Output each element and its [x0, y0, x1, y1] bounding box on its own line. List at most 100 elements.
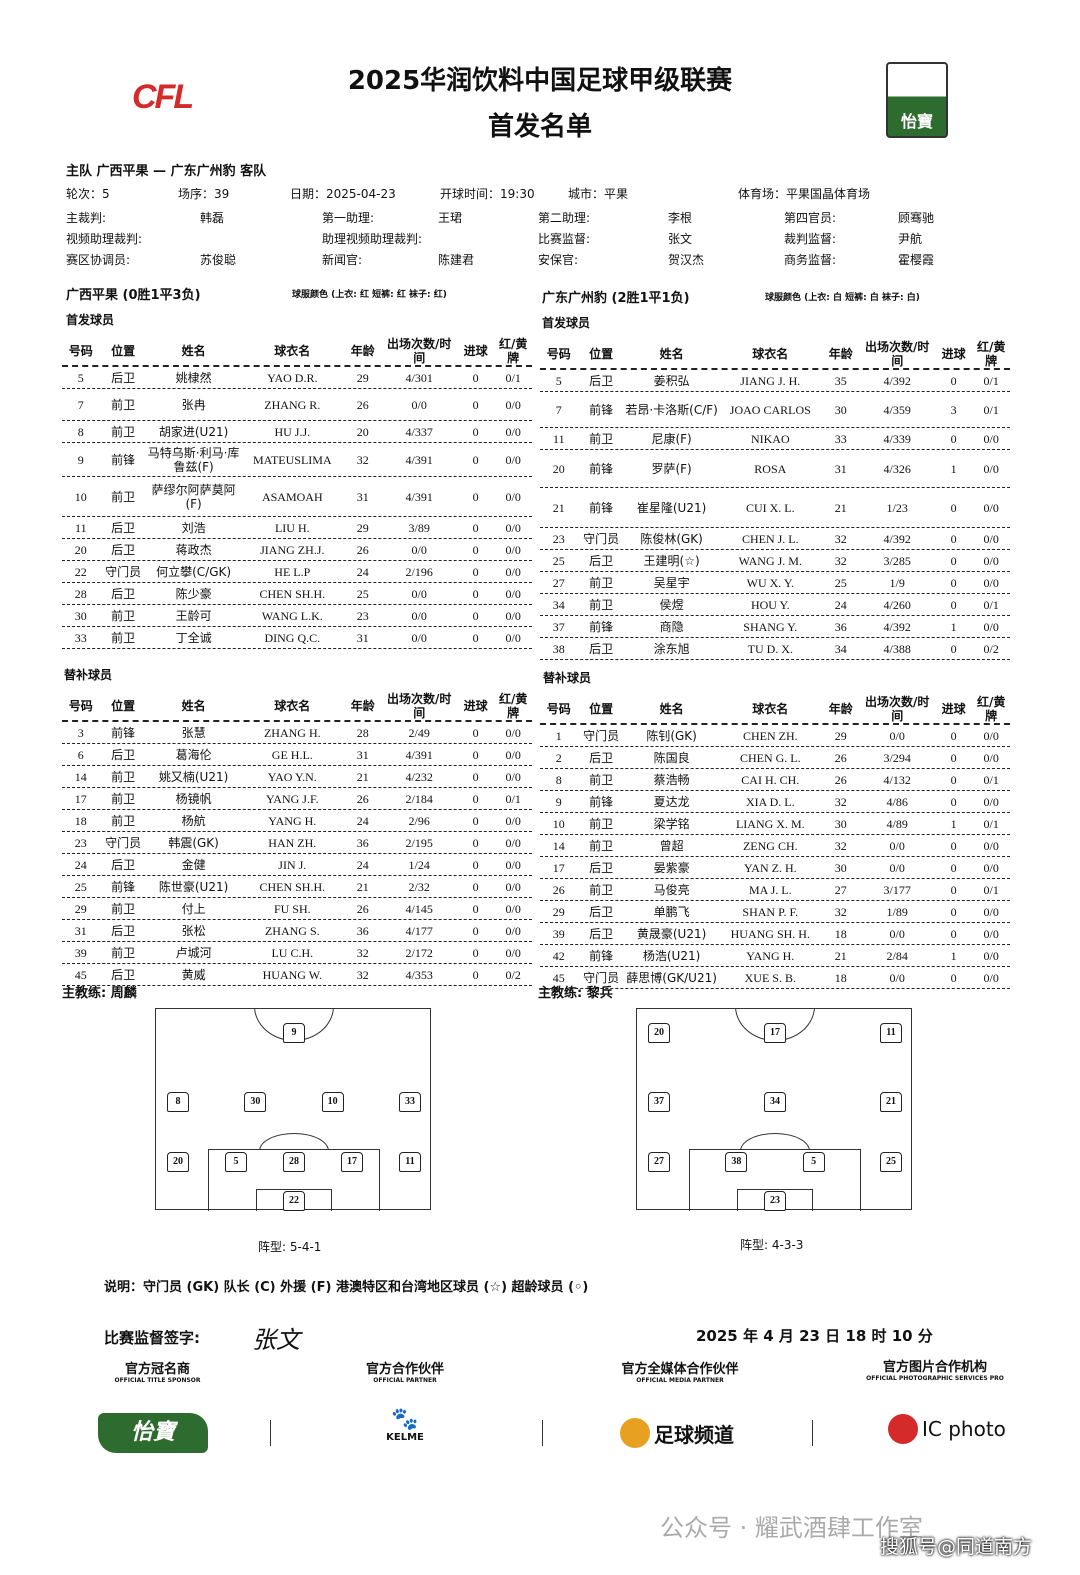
player-row: 3 前锋 张慧 ZHANG H. 28 2/49 0 0/0	[62, 722, 532, 744]
column-header-name: 姓名	[659, 347, 684, 361]
league-title: 2025华润饮料中国足球甲级联赛	[347, 66, 733, 96]
cell-position: 前锋	[111, 452, 136, 467]
cell-cards: 0/1	[983, 772, 999, 787]
table-header: 号码 位置 姓名 球衣名 年龄 出场次数/时间 进球 红/黄牌	[540, 695, 1010, 725]
home-coach: 主教练: 周麟	[62, 986, 137, 1001]
cell-goals: 0	[472, 564, 479, 579]
cell-position: 守门员	[583, 970, 620, 985]
away-formation-pitch: 20 17 11 37 34 21 27 38 5 25 23	[636, 1008, 912, 1211]
official-role: 比赛监督:	[538, 232, 591, 246]
cell-position: 前锋	[589, 619, 614, 634]
cell-name: 陈俊林(GK)	[640, 531, 703, 546]
cell-position: 后卫	[111, 923, 136, 938]
player-row: 11 前卫 尼康(F) NIKAO 33 4/339 0 0/0	[540, 428, 1010, 450]
cell-appearances: 2/32	[408, 879, 430, 894]
cell-cards: 0/0	[983, 461, 999, 476]
cell-age: 26	[356, 791, 369, 806]
cell-appearances: 4/392	[883, 373, 911, 388]
jersey-icon: 22	[283, 1191, 305, 1211]
cell-goals: 0	[950, 500, 957, 515]
cell-position: 后卫	[589, 641, 614, 656]
column-header-shirt-name: 球衣名	[274, 699, 311, 713]
football-channel-text: 足球频道	[654, 1422, 734, 1447]
cell-number: 23	[74, 835, 87, 850]
cell-appearances: 4/337	[405, 424, 433, 439]
cell-position: 后卫	[111, 370, 136, 385]
player-row: 9 前锋 马特乌斯·利马·库鲁兹(F) MATEUSLIMA 32 4/391 0 0/0	[62, 443, 532, 477]
cell-cards: 0/1	[983, 882, 999, 897]
player-row: 14 前卫 曾超 ZENG CH. 32 0/0 0 0/0	[540, 835, 1010, 857]
cell-age: 31	[356, 630, 369, 645]
cell-goals: 0	[472, 489, 479, 504]
cell-name: 吴星宇	[653, 575, 690, 590]
jersey-icon: 17	[764, 1023, 786, 1043]
cell-goals: 0	[950, 904, 957, 919]
column-header-name: 姓名	[181, 344, 206, 358]
cell-name: 薛思博(GK/U21)	[626, 970, 717, 985]
cell-cards: 0/0	[983, 553, 999, 568]
column-header-cards: 红/黄牌	[498, 692, 528, 720]
cell-name: 杨浩(U21)	[642, 948, 701, 963]
cell-age: 32	[834, 553, 847, 568]
cell-shirt-name: GE H.L.	[271, 747, 313, 762]
player-row: 11 后卫 刘浩 LIU H. 29 3/89 0 0/0	[62, 517, 532, 539]
jersey-icon: 33	[399, 1092, 421, 1112]
cell-name: 侯煜	[659, 597, 684, 612]
cell-goals: 0	[950, 838, 957, 853]
home-formation: 阵型: 5-4-1	[258, 1240, 322, 1254]
cell-age: 24	[356, 564, 369, 579]
official-name: 王珺	[438, 211, 463, 225]
cell-goals: 0	[472, 542, 479, 557]
cell-position: 后卫	[111, 857, 136, 872]
cell-position: 守门员	[105, 835, 142, 850]
jersey-icon: 37	[648, 1092, 670, 1112]
cell-position: 后卫	[111, 967, 136, 982]
ic-icon	[888, 1414, 918, 1444]
cell-cards: 0/0	[505, 945, 521, 960]
jersey-icon: 38	[725, 1152, 748, 1172]
cell-age: 32	[834, 838, 847, 853]
cell-age: 29	[834, 728, 847, 743]
cell-age: 27	[834, 882, 847, 897]
ftv-icon	[620, 1418, 650, 1448]
cell-number: 8	[555, 772, 562, 787]
cell-age: 31	[356, 747, 369, 762]
cell-number: 7	[77, 397, 84, 412]
cell-age: 30	[834, 860, 847, 875]
home-subs-table: 号码 位置 姓名 球衣名 年龄 出场次数/时间 进球 红/黄牌 3 前锋 张慧 ZHANG H. 28 2…	[62, 692, 532, 986]
cell-cards: 0/0	[983, 500, 999, 515]
cell-cards: 0/0	[505, 835, 521, 850]
player-row: 28 后卫 陈少豪 CHEN SH.H. 25 0/0 0 0/0	[62, 583, 532, 605]
cell-shirt-name: TU D. X.	[747, 641, 793, 656]
column-header-age: 年龄	[350, 344, 375, 358]
cell-number: 14	[74, 769, 87, 784]
cell-number: 38	[552, 641, 565, 656]
cell-position: 后卫	[111, 542, 136, 557]
cell-appearances: 4/359	[883, 402, 911, 417]
cell-shirt-name: CHEN SH.H.	[259, 586, 326, 601]
stadium: 体育场：平果国晶体育场	[738, 187, 871, 201]
official-role: 助理视频助理裁判:	[322, 232, 423, 246]
cell-cards: 0/1	[983, 402, 999, 417]
column-header-position: 位置	[589, 347, 614, 361]
cell-goals: 3	[950, 402, 957, 417]
cell-appearances: 0/0	[411, 630, 427, 645]
cell-appearances: 4/339	[883, 431, 911, 446]
cell-shirt-name: CUI X. L.	[745, 500, 795, 515]
cell-name: 丁全诚	[175, 630, 212, 645]
cell-cards: 0/0	[983, 750, 999, 765]
cell-position: 前锋	[589, 794, 614, 809]
column-header-name: 姓名	[659, 702, 684, 716]
jersey-icon: 11	[880, 1023, 902, 1043]
cell-cards: 0/0	[983, 838, 999, 853]
home-starters-label: 首发球员	[66, 313, 115, 327]
cell-age: 34	[834, 641, 847, 656]
cell-appearances: 4/232	[405, 769, 433, 784]
cell-age: 32	[834, 794, 847, 809]
cell-position: 前锋	[589, 402, 614, 417]
jersey-icon: 8	[167, 1092, 189, 1112]
cell-position: 前卫	[111, 630, 136, 645]
goal-area	[737, 1189, 813, 1211]
cell-name: 陈国良	[653, 750, 690, 765]
cell-number: 17	[74, 791, 87, 806]
